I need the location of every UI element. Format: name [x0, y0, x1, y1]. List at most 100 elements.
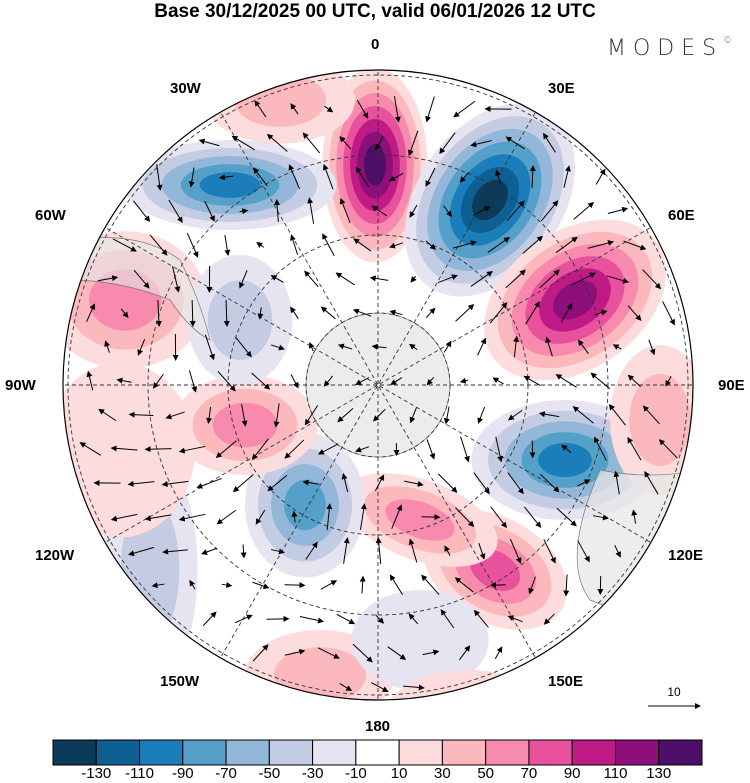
wind-vector: [614, 544, 621, 558]
lon-label-90e: 90E: [718, 377, 745, 394]
wind-vector: [665, 376, 672, 387]
wind-vector: [644, 470, 659, 495]
wind-vector: [323, 375, 334, 387]
wind-vector: [274, 199, 281, 222]
lon-label-150w: 150W: [160, 673, 200, 690]
wind-vector: [196, 477, 222, 489]
wind-vector: [371, 205, 387, 217]
wind-vector: [284, 582, 306, 589]
wind-vector: [257, 307, 264, 320]
wind-vector: [335, 272, 355, 286]
wind-vector: [538, 411, 560, 418]
wind-vector: [305, 541, 318, 560]
wind-vector: [201, 547, 218, 555]
wind-vector: [307, 197, 315, 224]
wind-vector: [341, 473, 349, 493]
colorbar-label: 130: [646, 765, 672, 782]
wind-vector: [284, 648, 306, 656]
anomaly-contour: [610, 345, 693, 495]
wind-vector: [291, 510, 298, 523]
wind-vector: [478, 543, 486, 560]
colorbar-swatch: [312, 739, 357, 766]
wind-vector: [443, 406, 450, 425]
wind-vector: [540, 200, 559, 222]
wind-vector: [253, 167, 268, 187]
colorbar-swatch: [225, 739, 270, 766]
wind-vector: [339, 197, 351, 224]
wind-vector: [320, 580, 338, 590]
wind-vector: [353, 238, 372, 252]
colorbar-swatch: [268, 739, 314, 766]
wind-vector: [273, 403, 280, 428]
wind-vector: [408, 613, 419, 625]
wind-vector: [218, 174, 234, 181]
wind-vector: [355, 166, 370, 187]
wind-vector: [563, 165, 571, 188]
wind-vector: [594, 436, 607, 461]
wind-vector: [470, 270, 493, 287]
wind-vector: [374, 474, 385, 491]
anomaly-contour: [484, 219, 666, 381]
wind-vector: [391, 504, 403, 529]
lon-label-150e: 150E: [548, 673, 584, 690]
wind-vector: [572, 406, 594, 424]
map-border: [62, 69, 694, 701]
wind-vector: [440, 609, 455, 629]
wind-vector: [459, 377, 469, 384]
wind-vector: [359, 575, 366, 594]
wind-vector: [612, 344, 622, 350]
wind-vector: [317, 647, 340, 659]
wind-vector: [270, 344, 285, 351]
meridian-line: [217, 107, 539, 663]
wind-vector: [290, 306, 299, 319]
wind-vector: [224, 234, 231, 256]
wind-vector: [454, 577, 474, 593]
wind-vector: [128, 546, 155, 557]
wind-vector: [256, 242, 265, 248]
wind-vector: [270, 548, 285, 555]
wind-vector: [577, 479, 591, 487]
wind-vector: [97, 275, 119, 282]
wind-vector: [375, 537, 382, 564]
wind-vector: [509, 538, 522, 564]
wind-vector: [662, 301, 675, 326]
wind-vector: [234, 614, 253, 624]
wind-vector: [217, 370, 236, 392]
wind-vector: [642, 405, 660, 425]
wind-vector: [495, 436, 504, 463]
wind-vector: [356, 99, 369, 119]
wind-vector: [98, 408, 117, 422]
colorbar-label: 30: [434, 765, 451, 782]
wind-vector: [133, 269, 150, 289]
wind-vector: [375, 614, 385, 624]
wind-vector: [452, 240, 477, 249]
wind-vector: [137, 339, 146, 356]
wind-vector: [443, 340, 452, 353]
wind-vector: [86, 370, 94, 391]
wind-vector: [594, 309, 608, 316]
wind-vector: [408, 538, 418, 563]
wind-vector: [188, 370, 198, 393]
lon-label-60e: 60E: [668, 207, 695, 224]
wind-vector: [470, 140, 492, 148]
wind-vector: [426, 377, 435, 386]
wind-vector: [198, 138, 220, 147]
wind-vector: [284, 439, 305, 459]
lon-label-0: 0: [371, 36, 380, 53]
wind-vector: [267, 474, 288, 492]
wind-vector: [505, 136, 525, 150]
wind-vector: [555, 236, 578, 254]
wind-vector: [178, 445, 206, 454]
wind-vector: [623, 240, 647, 251]
colorbar: [52, 739, 703, 766]
wind-vector: [299, 615, 324, 624]
wind-vector: [223, 299, 230, 327]
wind-vector: [525, 301, 540, 325]
wind-vector: [290, 374, 299, 389]
lon-label-120w: 120W: [35, 547, 75, 564]
wind-vector: [339, 136, 352, 150]
wind-vector: [393, 96, 401, 123]
wind-vector: [577, 339, 589, 354]
wind-vector: [110, 445, 138, 452]
wind-vector: [304, 405, 319, 426]
